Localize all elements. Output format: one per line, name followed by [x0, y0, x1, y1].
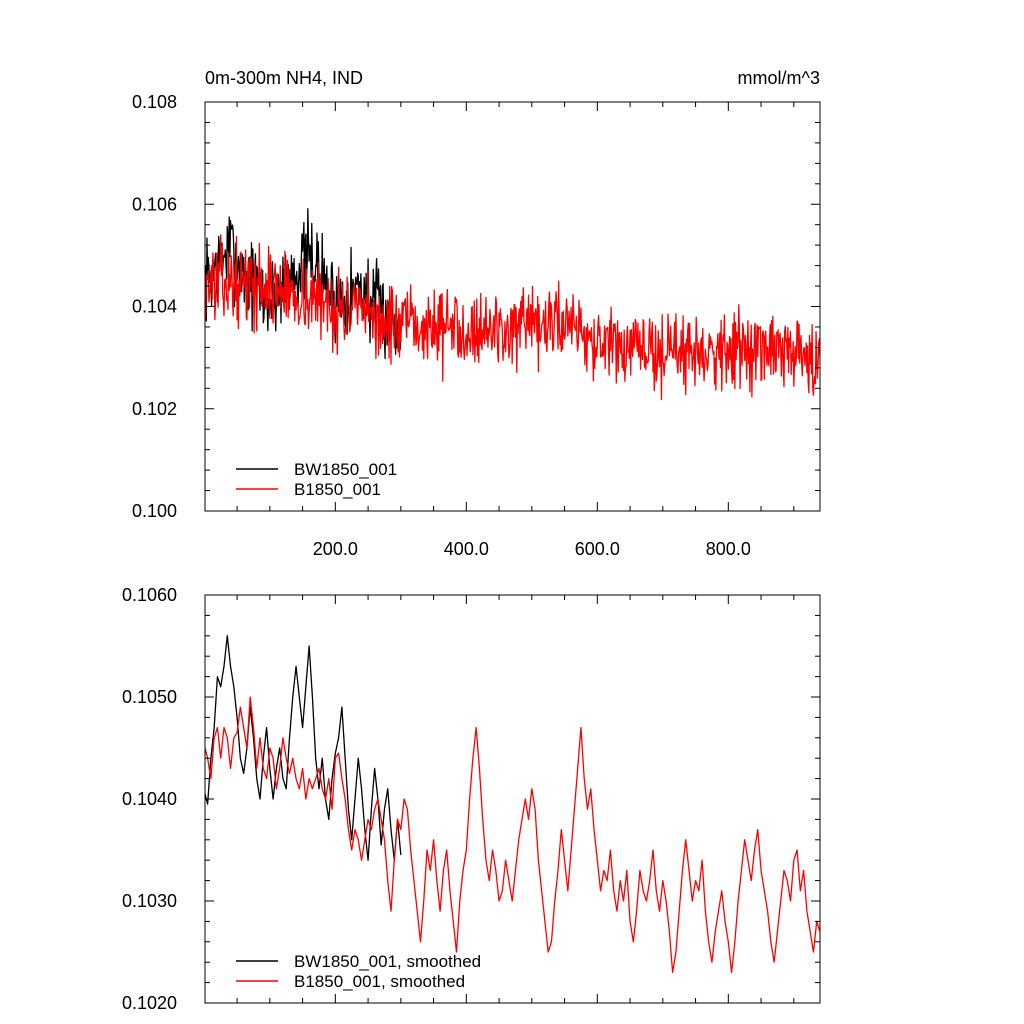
series-line-b1850-001: [205, 696, 820, 974]
y-tick-label: 0.1030: [122, 891, 177, 911]
series-line-b1850-001: [205, 234, 820, 401]
y-tick-label: 0.1060: [122, 585, 177, 605]
y-tick-label: 0.104: [132, 297, 177, 317]
series-line-bw1850-001: [205, 635, 402, 861]
plot-frame: [204, 101, 821, 512]
chart-title-right: mmol/m^3: [738, 68, 820, 88]
legend-label: B1850_001: [294, 480, 381, 499]
y-tick-label: 0.1020: [122, 993, 177, 1013]
chart-title-left: 0m-300m NH4, IND: [205, 68, 363, 88]
x-tick-label: 400.0: [444, 539, 489, 559]
legend-label: BW1850_001, smoothed: [294, 952, 481, 971]
y-tick-label: 0.102: [132, 399, 177, 419]
y-tick-label: 0.1040: [122, 789, 177, 809]
bottom-panel: 0.1020 0.1030 0.1040 0.1050 0.1060 BW1850_001…: [122, 585, 821, 1013]
y-tick-label: 0.106: [132, 194, 177, 214]
y-tick-label: 0.100: [132, 501, 177, 521]
x-tick-label: 800.0: [706, 539, 751, 559]
legend-label: B1850_001, smoothed: [294, 972, 465, 991]
x-tick-label: 600.0: [575, 539, 620, 559]
legend-label: BW1850_001: [294, 460, 397, 479]
y-tick-label: 0.108: [132, 92, 177, 112]
y-tick-label: 0.1050: [122, 687, 177, 707]
series-line-bw1850-001: [205, 208, 402, 360]
top-panel: 200.0 400.0 600.0 800.0 0.100 0.102 0.104 0.106…: [132, 68, 821, 559]
x-tick-label: 200.0: [313, 539, 358, 559]
